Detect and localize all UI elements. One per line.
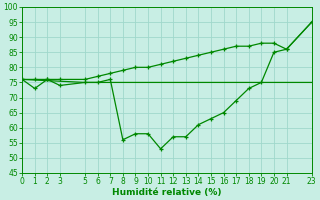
X-axis label: Humidité relative (%): Humidité relative (%) <box>112 188 222 197</box>
